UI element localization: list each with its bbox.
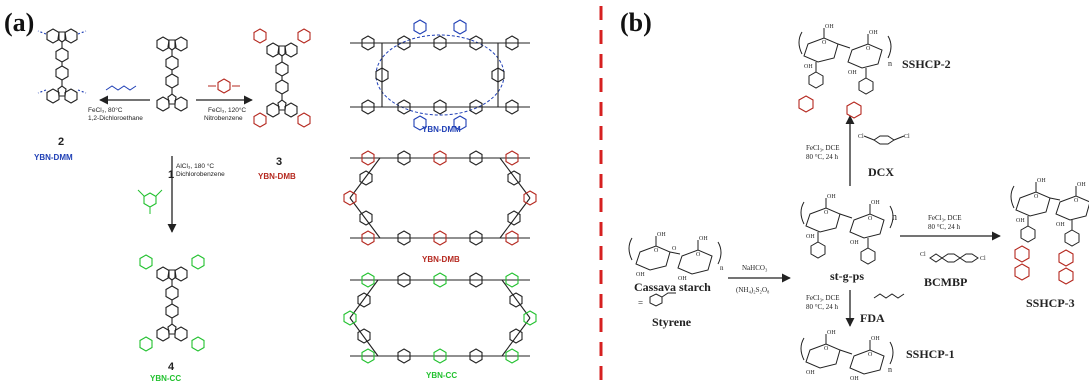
sshcp-3-structure (1010, 177, 1089, 285)
network-ybn-dmm-label: YBN-DMM (422, 125, 461, 134)
compound-1-number: 1 (168, 169, 174, 181)
graft-condition-2: (NH₄)₂S₂O₈ (736, 286, 770, 294)
compound-1-structure (157, 37, 187, 111)
dcx-reagent-label: DCX (868, 165, 894, 179)
fda-reagent-icon (873, 293, 905, 299)
panel-a-label: (a) (4, 8, 34, 37)
reaction-down-condition-1: AlCl₃, 180 °C (176, 162, 214, 170)
compound-2-number: 2 (58, 136, 64, 148)
reaction-left-condition-2: 1,2-Dichloroethane (88, 115, 143, 122)
svg-text:Cl: Cl (920, 252, 926, 258)
sshcp-3-label: SSHCP-3 (1026, 296, 1075, 310)
styrene-label: Styrene (652, 315, 692, 329)
dmm-reagent-icon (105, 85, 137, 91)
product-ybn-dmb-label: YBN-DMB (258, 172, 296, 181)
reaction-right-condition-1: FeCl₃, 120°C (208, 106, 246, 114)
bcmbp-condition-1: FeCl₃, DCE (928, 214, 962, 222)
bcmbp-reagent-icon: Cl Cl (920, 252, 986, 263)
compound-2-structure (37, 29, 87, 103)
svg-text:=: = (638, 298, 643, 308)
graft-condition-1: NaHCO₃ (742, 264, 768, 272)
cc-reagent-icon (137, 189, 163, 214)
sshcp-1-structure (800, 329, 894, 382)
network-ybn-cc-label: YBN-CC (426, 371, 457, 380)
network-ybn-cc (343, 272, 537, 364)
dmb-reagent-icon (208, 78, 240, 94)
bcmbp-condition-2: 80 °C, 24 h (928, 223, 960, 231)
dcx-reagent-icon: Cl Cl (858, 134, 910, 145)
sshcp-2-repeat-n: n (888, 59, 892, 68)
svg-text:O: O (672, 246, 677, 252)
styrene-icon: = (638, 292, 676, 308)
reaction-right-condition-2: Nitrobenzene (204, 115, 243, 122)
product-ybn-cc-label: YBN-CC (150, 374, 181, 382)
st-g-ps-repeat-n: n (892, 212, 897, 223)
svg-text:Cl: Cl (904, 134, 910, 140)
fda-condition-2: 80 °C, 24 h (806, 303, 838, 311)
svg-text:n: n (720, 264, 724, 272)
product-ybn-dmm-label: YBN-DMM (34, 153, 73, 162)
network-ybn-dmb (343, 150, 537, 246)
starch-label: Cassava starch (634, 280, 711, 294)
network-ybn-dmm (350, 19, 530, 131)
st-g-ps-structure (800, 193, 894, 265)
compound-4-structure (139, 254, 205, 352)
reaction-left-condition-1: FeCl₃, 80°C (88, 106, 123, 114)
compound-3-structure (253, 28, 311, 128)
starch-structure: O n (628, 231, 724, 283)
svg-text:Cl: Cl (858, 134, 864, 140)
bcmbp-reagent-label: BCMBP (924, 275, 967, 289)
svg-text:Cl: Cl (980, 256, 986, 262)
compound-4-number: 4 (168, 361, 175, 373)
dcx-condition-2: 80 °C, 24 h (806, 153, 838, 161)
compound-3-number: 3 (276, 156, 282, 168)
network-ybn-dmb-label: YBN-DMB (422, 255, 460, 264)
panel-b-label: (b) (620, 8, 652, 37)
sshcp-2-label: SSHCP-2 (902, 57, 951, 71)
reaction-down-condition-2: Dichlorobenzene (176, 171, 225, 178)
dcx-condition-1: FeCl₃, DCE (806, 144, 840, 152)
sshcp-1-label: SSHCP-1 (906, 347, 955, 361)
fda-condition-1: FeCl₃, DCE (806, 294, 840, 302)
st-g-ps-label: st-g-ps (830, 269, 864, 283)
fda-reagent-label: FDA (860, 311, 885, 325)
sshcp-2-structure (798, 23, 892, 119)
sshcp-1-repeat-n: n (888, 365, 892, 374)
